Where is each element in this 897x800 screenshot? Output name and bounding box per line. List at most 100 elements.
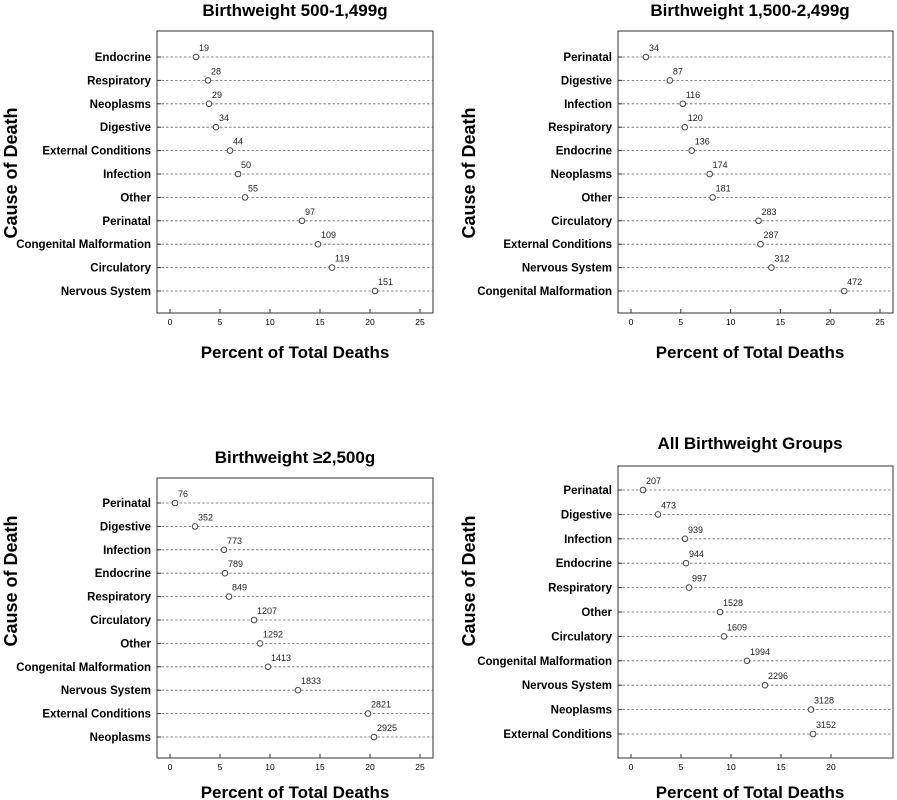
category-label: Respiratory [548,122,613,134]
x-tick-label: 25 [875,317,885,327]
x-axis-label: Percent of Total Deaths [201,783,390,800]
data-label: 120 [688,113,703,123]
data-point [234,170,242,178]
data-label: 97 [305,207,315,217]
data-label: 352 [198,512,213,522]
data-point [768,264,775,271]
x-tick-label: 0 [168,317,173,327]
x-tick-label: 25 [415,762,425,772]
data-label: 1528 [723,598,743,608]
data-point [220,546,228,554]
category-label: Infection [564,534,612,546]
data-label: 939 [688,525,703,535]
category-label: Congenital Malformation [16,239,151,251]
data-point [221,569,229,577]
data-point [328,264,336,271]
category-label: External Conditions [42,709,151,721]
category-label: Digestive [561,75,612,87]
category-label: Other [120,638,151,650]
category-label: Endocrine [95,52,151,64]
plot-frame [156,477,434,759]
data-label: 1833 [301,676,321,686]
data-point [809,730,817,738]
data-label: 44 [233,137,243,147]
category-label: Other [120,192,151,204]
data-point [654,511,662,518]
x-tick-label: 0 [168,762,173,772]
x-tick-label: 10 [726,762,736,772]
chart-title: Birthweight 1,500-2,499g [650,1,849,20]
data-label: 287 [763,230,778,240]
data-label: 849 [232,583,247,593]
category-label: Perinatal [102,498,151,510]
data-label: 1413 [271,653,291,663]
category-label: Infection [103,545,151,557]
category-label: Nervous System [61,685,151,697]
data-point [226,147,234,154]
x-tick-label: 10 [265,317,275,327]
data-label: 87 [673,66,683,76]
category-label: Neoplasms [551,705,612,717]
category-label: Circulatory [90,263,151,275]
data-point [205,100,213,108]
data-point [679,100,687,108]
category-label: Endocrine [95,568,151,580]
category-label: Perinatal [563,485,612,497]
category-label: Congenital Malformation [477,656,612,668]
data-point [755,217,762,225]
x-tick-label: 25 [415,317,425,327]
category-label: Infection [103,169,151,181]
category-label: Endocrine [556,146,612,158]
x-axis-label: Percent of Total Deaths [656,343,845,362]
x-tick-label: 15 [315,317,325,327]
data-point [250,616,258,624]
data-label: 2296 [768,671,788,681]
category-label: Nervous System [61,286,151,298]
x-tick-label: 15 [776,317,786,327]
y-axis-label: Cause of Death [1,107,21,238]
category-label: External Conditions [503,239,612,251]
data-label: 119 [335,254,349,264]
x-tick-label: 20 [825,317,835,327]
data-point [682,559,690,567]
category-label: Respiratory [87,592,152,604]
category-label: External Conditions [42,146,151,158]
data-label: 29 [212,90,222,100]
data-point [241,194,249,201]
x-tick-label: 20 [365,762,375,772]
category-label: Congenital Malformation [477,286,612,298]
data-label: 997 [692,574,707,584]
data-point [314,240,322,248]
x-tick-label: 5 [218,762,223,772]
category-label: Other [581,607,612,619]
x-tick-label: 20 [826,762,836,772]
chart-panel-4: All Birthweight Groups Cause of Death Perc… [459,434,894,800]
data-point [761,681,769,689]
data-point [171,499,179,507]
category-label: Circulatory [551,216,612,228]
x-tick-label: 10 [265,762,275,772]
data-label: 3152 [816,720,836,730]
chart-title: Birthweight 500-1,499g [202,1,387,20]
data-label: 2821 [371,700,391,710]
x-tick-label: 20 [365,317,375,327]
data-label: 1207 [257,606,277,616]
y-axis-label: Cause of Death [459,515,479,646]
data-point [720,633,728,640]
category-label: Respiratory [548,583,613,595]
data-label: 3128 [814,696,834,706]
data-label: 55 [248,183,258,193]
x-tick-label: 5 [679,762,684,772]
x-axis-label: Percent of Total Deaths [656,783,845,800]
data-label: 174 [713,160,728,170]
data-point [642,53,650,61]
data-point [743,657,751,665]
data-label: 473 [661,500,676,510]
chart-panel-3: Birthweight ≥2,500g Cause of Death Percent… [1,448,434,800]
data-point [757,240,764,248]
data-label: 50 [241,160,251,170]
category-label: Perinatal [563,52,612,64]
category-label: Circulatory [90,615,151,627]
data-label: 1609 [727,622,747,632]
